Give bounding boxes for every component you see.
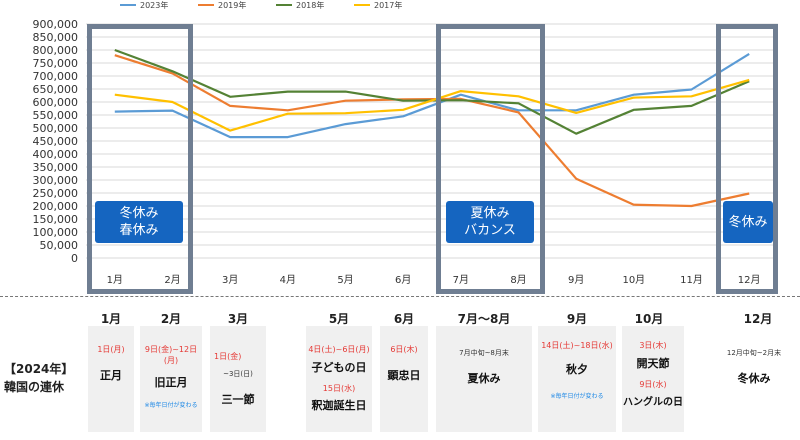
y-tick-label: 850,000 <box>33 31 79 44</box>
series-line <box>114 54 750 208</box>
holiday-title-line: 韓国の連休 <box>4 380 65 394</box>
holiday-date: 6日(木) <box>390 345 418 354</box>
highlight-jul-aug <box>436 24 545 294</box>
y-tick-label: 150,000 <box>33 213 79 226</box>
holiday-note: ※毎年日付が変わる <box>550 393 604 400</box>
holiday-date: 14日(土)~18日(水) <box>541 341 613 350</box>
holiday-name: 開天節 <box>636 357 670 370</box>
holiday-card-may: 4日(土)~6日(月) 子どもの日 15日(水) 釈迦誕生日 <box>306 326 372 432</box>
y-tick-label: 500,000 <box>33 122 79 135</box>
season-label-summer: 夏休み バカンス <box>446 201 534 243</box>
y-tick-label: 450,000 <box>33 135 79 148</box>
holiday-card-jul-aug: 7月中旬~8月末 夏休み <box>436 326 532 432</box>
y-tick-label: 50,000 <box>40 239 79 252</box>
season-label-line: 冬休み <box>119 206 159 221</box>
legend-label: 2023年 <box>140 0 168 10</box>
holiday-date: 4日(土)~6日(月) <box>308 345 370 354</box>
holiday-date-second: 9日(水) <box>639 380 667 389</box>
x-tick-label: 7月 <box>453 274 469 286</box>
x-tick-label: 2月 <box>164 274 180 286</box>
holiday-month: 2月 <box>160 312 182 326</box>
x-tick-label: 11月 <box>680 274 703 286</box>
holiday-name: 正月 <box>100 369 122 382</box>
x-tick-label: 8月 <box>510 274 526 286</box>
y-tick-label: 100,000 <box>33 226 79 239</box>
holiday-date-second: 15日(水) <box>322 384 356 393</box>
x-tick-label: 5月 <box>337 274 353 286</box>
holiday-card-feb: 9日(金)~12日(月) 旧正月 ※毎年日付が変わる <box>140 326 202 432</box>
holiday-name: 三一節 <box>221 393 255 406</box>
holiday-card-mar: 1日(金) ~3日(日) 三一節 <box>210 326 266 432</box>
holiday-note: ※毎年日付が変わる <box>144 402 198 409</box>
x-tick-label: 3月 <box>222 274 238 286</box>
season-label-winter-spring: 冬休み 春休み <box>95 201 183 243</box>
holiday-date-row: 1日(金) <box>210 344 266 363</box>
line-chart: 050,000100,000150,000200,000250,000300,0… <box>33 0 778 286</box>
holiday-card-oct: 3日(木) 開天節 9日(水) ハングルの日 <box>622 326 684 432</box>
highlight-dec <box>716 24 778 294</box>
y-tick-label: 800,000 <box>33 44 79 57</box>
y-tick-label: 0 <box>71 252 78 265</box>
series-line <box>114 78 750 132</box>
holiday-date: 1日(金) <box>214 352 242 361</box>
y-tick-label: 550,000 <box>33 109 79 122</box>
section-divider <box>0 296 800 297</box>
holiday-card-jan: 1日(月) 正月 <box>88 326 134 432</box>
season-label-line: 夏休み <box>470 206 510 221</box>
holiday-name: 顕忠日 <box>387 369 421 382</box>
holiday-name: 子どもの日 <box>311 361 367 374</box>
y-tick-label: 200,000 <box>33 200 79 213</box>
highlight-jan-feb <box>87 24 193 294</box>
holiday-card-jun: 6日(木) 顕忠日 <box>380 326 428 432</box>
holiday-name: 夏休み <box>467 372 501 385</box>
holiday-card-dec: 12月中旬~2月末 冬休み <box>712 326 796 432</box>
holiday-date-end: ~3日(日) <box>223 370 253 378</box>
legend-label: 2019年 <box>218 0 246 10</box>
x-tick-label: 1月 <box>107 274 123 286</box>
holiday-title-line: 【2024年】 <box>4 362 74 376</box>
legend-label: 2018年 <box>296 0 324 10</box>
y-tick-label: 350,000 <box>33 161 79 174</box>
holiday-date: 9日(金)~12日(月) <box>144 345 198 365</box>
season-label-winter: 冬休み <box>723 201 773 243</box>
holiday-name: 秋夕 <box>566 363 588 376</box>
y-tick-label: 700,000 <box>33 70 79 83</box>
x-tick-label: 6月 <box>395 274 411 286</box>
holiday-period: 7月中旬~8月末 <box>459 349 509 357</box>
x-tick-label: 12月 <box>738 274 761 286</box>
legend-label: 2017年 <box>374 0 402 10</box>
season-label-line: 春休み <box>119 223 159 238</box>
holiday-month: 12月 <box>743 312 773 326</box>
y-tick-label: 750,000 <box>33 57 79 70</box>
holiday-card-sep: 14日(土)~18日(水) 秋夕 ※毎年日付が変わる <box>538 326 616 432</box>
holiday-month: 5月 <box>328 312 350 326</box>
x-tick-label: 10月 <box>622 274 645 286</box>
y-tick-label: 300,000 <box>33 174 79 187</box>
holiday-name: 冬休み <box>737 372 771 385</box>
holiday-name: 旧正月 <box>154 376 188 389</box>
holiday-period: 12月中旬~2月末 <box>726 349 782 357</box>
holiday-month: 1月 <box>100 312 122 326</box>
holiday-month: 10月 <box>634 312 664 326</box>
y-tick-label: 250,000 <box>33 187 79 200</box>
x-tick-label: 4月 <box>280 274 296 286</box>
y-tick-label: 650,000 <box>33 83 79 96</box>
holiday-month: 7月～8月 <box>457 312 511 326</box>
holiday-month: 3月 <box>227 312 249 326</box>
holiday-name-second: 釈迦誕生日 <box>311 399 367 412</box>
series-line <box>114 52 750 139</box>
season-label-line: バカンス <box>464 223 516 238</box>
holiday-name-second: ハングルの日 <box>623 397 683 408</box>
chart-area: 0 50,000 100,000 150,000 200,000 250,000 300,0… <box>33 0 778 286</box>
holiday-date: 1日(月) <box>97 345 125 354</box>
y-tick-label: 400,000 <box>33 148 79 161</box>
season-label-line: 冬休み <box>728 214 768 230</box>
holiday-month: 9月 <box>566 312 588 326</box>
x-tick-label: 9月 <box>568 274 584 286</box>
y-tick-label: 600,000 <box>33 96 79 109</box>
holiday-section-title: 【2024年】 韓国の連休 <box>4 360 73 396</box>
y-tick-label: 900,000 <box>33 18 79 31</box>
holiday-month: 6月 <box>393 312 415 326</box>
holiday-date: 3日(木) <box>639 341 667 350</box>
